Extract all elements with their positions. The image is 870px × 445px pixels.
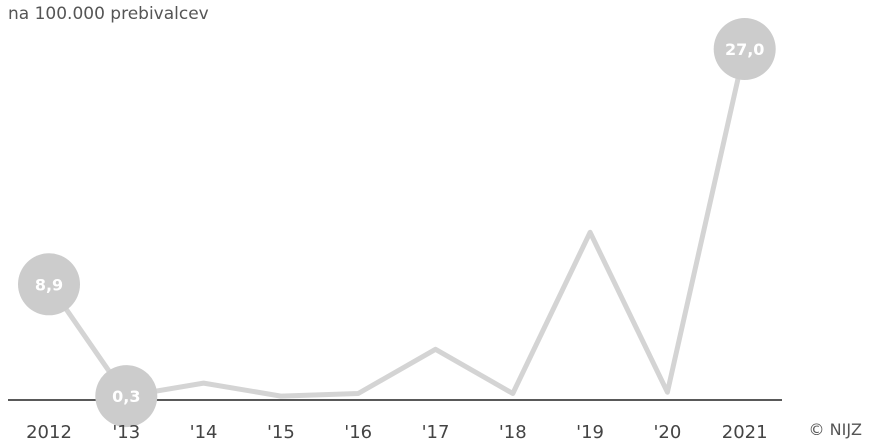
x-tick-label: '15 <box>267 422 295 443</box>
series-line <box>46 46 748 399</box>
x-tick-label: '14 <box>190 422 218 443</box>
x-tick-label: '18 <box>499 422 527 443</box>
data-label-bubble: 27,0 <box>713 18 776 80</box>
data-label-bubble: 0,3 <box>95 365 158 428</box>
data-label: 27,0 <box>725 40 764 59</box>
x-tick-label: 2012 <box>26 422 72 443</box>
data-label: 8,9 <box>35 275 63 294</box>
x-tick-label: '19 <box>576 422 604 443</box>
x-tick-label: '16 <box>344 422 372 443</box>
data-point-marker <box>18 253 80 316</box>
x-tick-label: 2021 <box>722 422 768 443</box>
chart-subtitle: na 100.000 prebivalcev <box>8 4 209 24</box>
data-label: 0,3 <box>112 387 140 406</box>
credit-label: © NIJZ <box>808 420 862 439</box>
data-label-bubble: 8,9 <box>18 253 80 316</box>
x-tick-label: '13 <box>112 422 140 443</box>
data-point-marker <box>95 365 158 428</box>
data-point-marker <box>713 18 776 80</box>
x-tick-label: '17 <box>422 422 450 443</box>
x-tick-label: '20 <box>653 422 681 443</box>
